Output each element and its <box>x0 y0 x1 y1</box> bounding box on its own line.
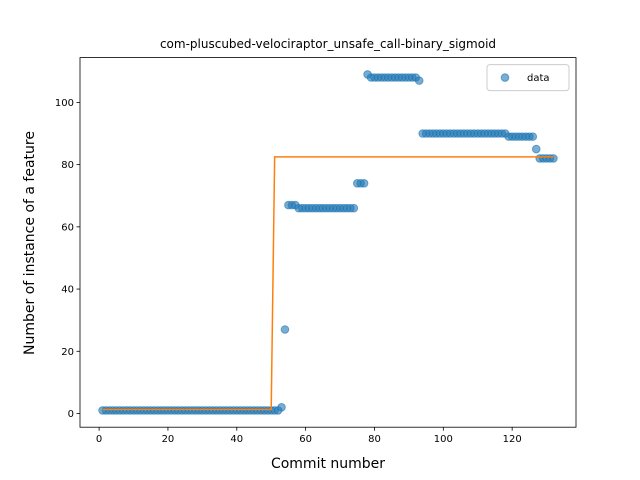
plot-frame <box>79 57 577 428</box>
x-tick-label: 60 <box>299 434 312 445</box>
x-tick-label: 0 <box>96 434 102 445</box>
data-point <box>528 132 538 141</box>
x-tick-label: 40 <box>230 434 243 445</box>
data-point <box>549 154 558 163</box>
y-axis-label: Number of instance of a feature <box>22 131 38 355</box>
y-tick-label: 100 <box>55 98 74 109</box>
x-tick-label: 100 <box>434 434 453 445</box>
legend-box <box>486 64 570 92</box>
data-point <box>349 203 359 213</box>
y-tick-label: 0 <box>68 409 74 420</box>
data-point <box>359 178 369 188</box>
data-point <box>277 402 286 412</box>
legend-marker <box>500 73 510 82</box>
legend-label: data <box>527 73 550 84</box>
y-tick-label: 80 <box>61 160 74 171</box>
data-point <box>280 325 290 334</box>
x-tick-label: 80 <box>368 434 381 445</box>
fit-line <box>102 156 554 411</box>
data-point <box>414 76 424 85</box>
chart-title: com-pluscubed-velociraptor_unsafe_call-b… <box>160 37 496 51</box>
y-tick-label: 60 <box>61 222 74 233</box>
x-axis-label: Commit number <box>271 456 385 472</box>
y-tick-label: 20 <box>61 347 74 358</box>
y-tick-label: 40 <box>61 285 74 296</box>
x-tick-label: 20 <box>162 434 175 445</box>
x-tick-label: 120 <box>503 434 522 445</box>
data-point <box>531 144 541 154</box>
